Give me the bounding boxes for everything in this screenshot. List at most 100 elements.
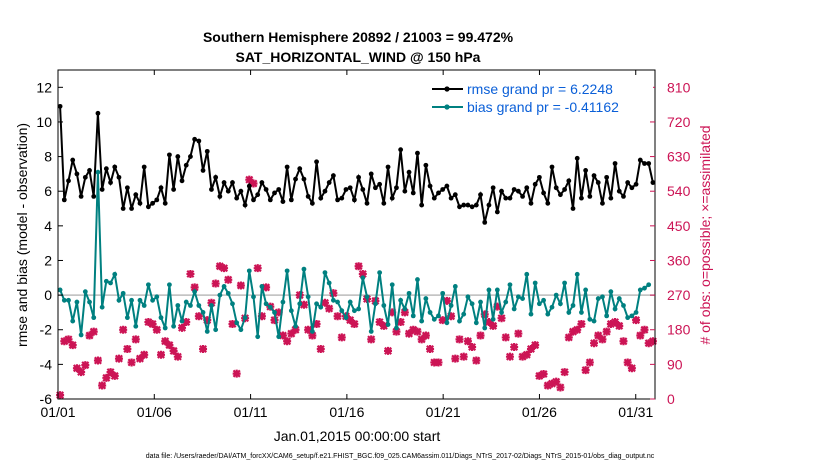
obs-count-marker bbox=[535, 371, 544, 380]
y-right-tick-label: 0 bbox=[667, 391, 675, 407]
obs-count-marker bbox=[606, 319, 615, 328]
y-right-tick-label: 810 bbox=[667, 79, 691, 95]
bias-point bbox=[330, 297, 336, 303]
bias-point bbox=[600, 294, 605, 300]
bias-point bbox=[183, 299, 189, 305]
obs-count-marker bbox=[573, 325, 582, 334]
bias-point bbox=[368, 329, 374, 334]
obs-count-marker bbox=[81, 361, 90, 370]
bias-point bbox=[616, 296, 622, 301]
y-tick-label: 4 bbox=[44, 218, 52, 234]
rmse-point bbox=[536, 174, 542, 180]
bias-point bbox=[520, 296, 525, 301]
obs-count-marker bbox=[274, 308, 283, 317]
obs-count-marker bbox=[459, 352, 468, 361]
obs-count-marker bbox=[224, 275, 233, 284]
rmse-point bbox=[612, 161, 618, 166]
rmse-point bbox=[574, 155, 580, 161]
obs-count-marker bbox=[640, 325, 649, 334]
legend-bias-marker bbox=[444, 104, 450, 110]
obs-count-marker bbox=[220, 264, 229, 273]
obs-count-marker bbox=[295, 291, 304, 300]
bias-point bbox=[141, 303, 147, 308]
legend-box bbox=[425, 75, 653, 119]
x-tick-label: 01/26 bbox=[522, 404, 557, 420]
rmse-point bbox=[394, 185, 399, 191]
rmse-point bbox=[415, 150, 420, 156]
bias-point bbox=[482, 325, 488, 331]
obs-count-marker bbox=[417, 335, 426, 344]
bias-point bbox=[192, 289, 198, 295]
bias-point bbox=[318, 304, 324, 310]
obs-count-marker bbox=[228, 319, 237, 328]
bias-point bbox=[242, 315, 248, 321]
bias-point bbox=[238, 327, 244, 333]
rmse-point bbox=[242, 202, 248, 208]
obs-count-marker bbox=[89, 327, 98, 336]
obs-count-marker bbox=[451, 354, 460, 363]
bias-point bbox=[87, 299, 92, 305]
legend-rmse-marker bbox=[444, 86, 450, 92]
rmse-point bbox=[314, 159, 319, 165]
y-right-tick-label: 270 bbox=[667, 287, 691, 303]
rmse-point bbox=[389, 195, 395, 201]
bias-point bbox=[574, 271, 580, 277]
obs-count-marker bbox=[203, 316, 212, 325]
rmse-point bbox=[431, 195, 437, 201]
rmse-point bbox=[625, 180, 631, 185]
rmse-point bbox=[579, 195, 584, 201]
bias-point bbox=[82, 289, 88, 295]
right-axis-ticks: 0 90 180 270 360 450 540 630 720 810 bbox=[650, 79, 691, 407]
obs-count-marker bbox=[447, 312, 456, 321]
bias-point bbox=[511, 306, 517, 312]
bias-point bbox=[625, 315, 631, 321]
obs-count-marker bbox=[329, 289, 338, 298]
y-axis-right-label: # of obs: o=possible; ×=assimilated bbox=[697, 125, 713, 344]
obs-count-marker bbox=[114, 354, 123, 363]
bias-point bbox=[259, 284, 265, 289]
bias-point bbox=[402, 306, 408, 312]
rmse-point bbox=[423, 162, 429, 168]
obs-count-marker bbox=[299, 300, 308, 309]
rmse-point bbox=[192, 136, 198, 142]
obs-count-marker bbox=[484, 318, 493, 327]
y-tick-label: 0 bbox=[44, 287, 52, 303]
rmse-point bbox=[129, 206, 134, 211]
rmse-point bbox=[280, 199, 286, 205]
bias-point bbox=[61, 297, 67, 303]
bias-point bbox=[490, 316, 496, 322]
obs-count-marker bbox=[421, 331, 430, 340]
y-tick-label: -4 bbox=[40, 356, 53, 372]
obs-count-marker bbox=[316, 344, 325, 353]
obs-count-marker bbox=[615, 321, 624, 330]
x-axis-ticks: 01/01 01/06 01/11 01/16 01/21 01/26 01/31 bbox=[40, 70, 653, 420]
rmse-point bbox=[650, 180, 656, 185]
obs-count-marker bbox=[438, 316, 447, 325]
bias-point bbox=[406, 290, 412, 296]
bias-point bbox=[612, 306, 618, 312]
rmse-point bbox=[482, 219, 488, 225]
rmse-point bbox=[179, 178, 185, 184]
obs-count-marker bbox=[199, 344, 208, 353]
obs-count-marker bbox=[379, 321, 388, 330]
obs-count-marker bbox=[384, 346, 393, 355]
bias-point bbox=[343, 315, 349, 321]
bias-point bbox=[175, 303, 181, 308]
bias-point bbox=[297, 301, 303, 307]
bias-point bbox=[339, 308, 345, 314]
obs-count-marker bbox=[186, 269, 195, 278]
x-tick-label: 01/01 bbox=[40, 404, 75, 420]
bias-point bbox=[604, 313, 610, 319]
bias-point bbox=[377, 270, 383, 275]
rmse-point bbox=[436, 190, 441, 196]
chart-title: Southern Hemisphere 20892 / 21003 = 99.4… bbox=[203, 29, 514, 45]
bias-point bbox=[234, 320, 240, 326]
obs-count-marker bbox=[308, 331, 317, 340]
x-tick-label: 01/21 bbox=[426, 404, 461, 420]
rmse-point bbox=[499, 188, 504, 194]
bias-point bbox=[116, 297, 122, 303]
left-axis-ticks: -6 -4 -2 0 2 4 6 8 10 12 bbox=[36, 79, 63, 407]
y-right-tick-label: 540 bbox=[667, 183, 691, 199]
rmse-point bbox=[124, 185, 130, 191]
